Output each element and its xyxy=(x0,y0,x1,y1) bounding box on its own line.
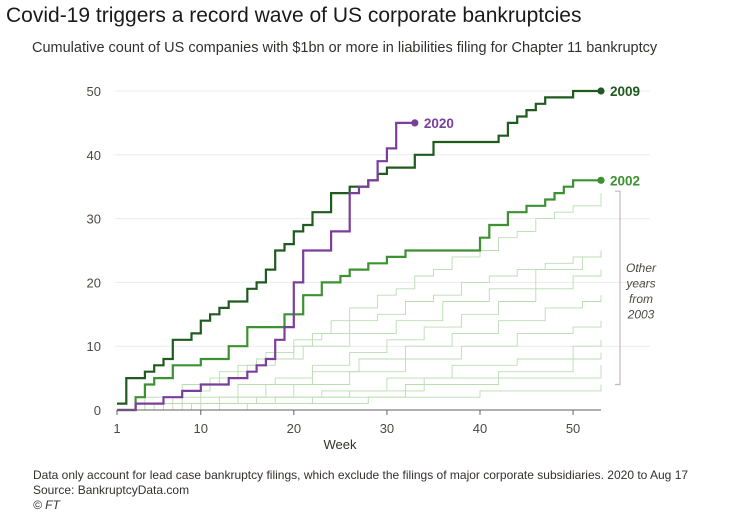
y-tick-label: 20 xyxy=(87,275,101,290)
bracket-line xyxy=(615,190,621,386)
y-axis-ticks: 0 10 20 30 40 50 xyxy=(87,84,101,418)
y-tick-label: 50 xyxy=(87,84,101,99)
other-year-line xyxy=(117,269,602,411)
footer-note: Data only account for lead case bankrupt… xyxy=(33,468,689,482)
annotation-line: Other xyxy=(626,261,657,275)
series-2002-label: 2002 xyxy=(610,173,640,188)
gridlines xyxy=(115,90,650,347)
chart-subtitle: Cumulative count of US companies with $1… xyxy=(32,40,658,56)
other-year-line xyxy=(117,250,602,411)
y-tick-label: 0 xyxy=(94,403,101,418)
other-years-bracket xyxy=(615,190,621,386)
x-tick-label: 1 xyxy=(113,421,120,436)
chart-title: Covid-19 triggers a record wave of US co… xyxy=(6,4,582,27)
annotation-line: from xyxy=(629,292,653,306)
series-2020-end-marker xyxy=(411,119,419,127)
x-axis-label: Week xyxy=(324,437,357,452)
series-2009-label: 2009 xyxy=(610,84,640,99)
annotation-line: years xyxy=(625,277,655,291)
series-2020-line xyxy=(117,121,415,412)
footer-copyright: © FT xyxy=(33,498,60,512)
x-tick-label: 40 xyxy=(473,421,487,436)
main-series-lines: 2002 2009 2020 xyxy=(117,84,640,412)
y-tick-label: 10 xyxy=(87,339,101,354)
x-tick-label: 50 xyxy=(566,421,580,436)
other-years-lines xyxy=(117,193,602,411)
series-2002-end-marker xyxy=(597,176,605,184)
annotation-line: 2003 xyxy=(627,308,655,322)
series-2009-end-marker xyxy=(597,87,605,95)
y-tick-label: 40 xyxy=(87,148,101,163)
footer: Data only account for lead case bankrupt… xyxy=(33,468,688,513)
x-tick-label: 10 xyxy=(194,421,208,436)
series-2009-line xyxy=(117,89,601,405)
x-axis-ticks: 1 10 20 30 40 50 xyxy=(113,410,580,436)
other-year-line xyxy=(117,384,602,411)
series-2020-label: 2020 xyxy=(424,116,454,131)
other-year-line xyxy=(117,250,602,411)
footer-source: Source: BankruptcyData.com xyxy=(33,483,190,497)
x-tick-label: 30 xyxy=(380,421,394,436)
other-year-line xyxy=(117,339,602,411)
x-tick-label: 20 xyxy=(287,421,301,436)
y-tick-label: 30 xyxy=(87,212,101,227)
series-2002-line xyxy=(117,179,601,412)
